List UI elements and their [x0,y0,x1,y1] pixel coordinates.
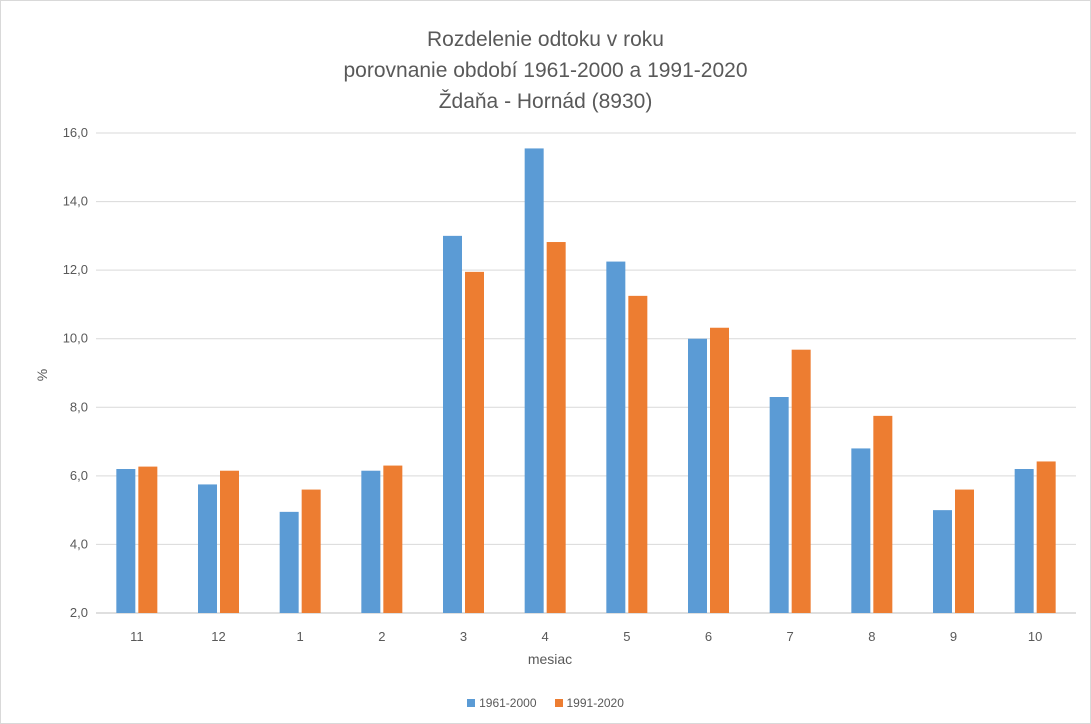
y-tick-label: 2,0 [70,605,88,620]
y-tick-label: 12,0 [63,262,88,277]
legend-swatch-series-1 [467,699,476,707]
x-tick-label: 2 [378,629,385,644]
x-tick-label: 1 [297,629,304,644]
bar-series-2 [791,349,811,613]
y-tick-label: 6,0 [70,468,88,483]
x-tick-label: 10 [1028,629,1042,644]
bar-series-1 [769,397,789,613]
bar-series-2 [955,489,974,613]
bar-series-1 [116,469,136,613]
bar-series-2 [546,242,566,613]
x-tick-label: 5 [623,629,630,644]
legend-item-series-2: 1991-2020 [554,696,624,710]
bar-series-2 [873,415,893,613]
legend-label-series-2: 1991-2020 [566,696,624,710]
bar-series-2 [710,327,729,613]
bar-series-1 [933,510,952,613]
bar-series-2 [465,271,484,613]
x-tick-label: 9 [950,629,957,644]
bar-series-1 [851,448,871,613]
bar-series-1 [1014,469,1034,613]
x-tick-label: 6 [705,629,712,644]
bar-series-2 [301,489,321,613]
y-tick-label: 4,0 [70,536,88,551]
y-tick-label: 16,0 [63,125,88,140]
bar-series-2 [383,465,403,613]
x-tick-label: 12 [211,629,225,644]
x-tick-label: 3 [460,629,467,644]
y-tick-label: 10,0 [63,331,88,346]
y-axis-label: % [34,369,50,381]
bar-series-2 [1036,461,1056,613]
x-tick-label: 11 [130,629,144,644]
chart-title-line-1: Rozdelenie odtoku v roku [427,28,664,51]
legend-swatch-series-2 [554,699,563,707]
bar-series-2 [220,470,239,613]
bar-series-2 [138,466,158,613]
bar-series-1 [198,484,217,613]
x-tick-label: 8 [868,629,875,644]
y-tick-label: 14,0 [63,194,88,209]
bar-series-1 [443,235,462,613]
bar-series-2 [628,295,648,613]
bar-series-1 [361,470,381,613]
legend: 1961-2000 1991-2020 [0,696,1091,710]
x-tick-label: 4 [542,629,549,644]
bar-series-1 [688,338,707,613]
bar-series-1 [279,511,299,613]
y-tick-label: 8,0 [70,399,88,414]
bar-series-1 [606,261,626,613]
bar-series-1 [524,148,544,613]
chart-title-line-3: Ždaňa - Hornád (8930) [438,90,653,113]
x-tick-label: 7 [787,629,794,644]
chart-title-line-2: porovnanie období 1961-2000 a 1991-2020 [343,59,748,82]
x-axis-label: mesiac [528,651,572,667]
legend-label-series-1: 1961-2000 [479,696,537,710]
legend-item-series-1: 1961-2000 [467,696,537,710]
